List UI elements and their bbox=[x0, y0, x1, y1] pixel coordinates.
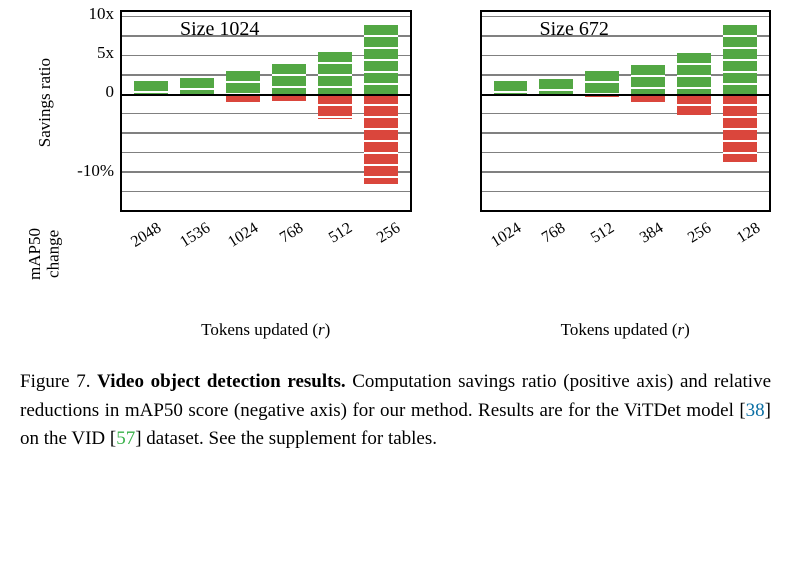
xtick-label: 768 bbox=[277, 219, 307, 247]
panels-area: 10x5x0-10%Size 1024204815361024768512256… bbox=[70, 10, 771, 316]
bars-container bbox=[482, 12, 770, 210]
savings-bar bbox=[723, 25, 757, 93]
y-axis-label-top-wrap: Savings ratio bbox=[20, 10, 70, 195]
bar-slot bbox=[536, 12, 576, 210]
x-axis-label: Tokens updated (r) bbox=[70, 320, 412, 340]
y-axis-label-map50: mAP50 change bbox=[26, 228, 63, 280]
x-axis-label-prefix: Tokens updated ( bbox=[201, 320, 318, 339]
savings-bar bbox=[585, 71, 619, 94]
bar-slot bbox=[491, 12, 531, 210]
bar-slot bbox=[582, 12, 622, 210]
plot-wrap: 10x5x0-10%Size 1024 bbox=[70, 10, 412, 210]
x-axis-labels-row: Tokens updated (r)Tokens updated (r) bbox=[70, 320, 771, 340]
caption-body-3: ] dataset. See the supplement for tables… bbox=[135, 428, 437, 449]
savings-bar bbox=[134, 81, 168, 93]
chart-panel: Size 672 1024 768 512 384 256 128 bbox=[430, 10, 772, 316]
xtick-label: 1024 bbox=[488, 219, 525, 251]
figure-caption: Figure 7. Video object detection results… bbox=[20, 368, 771, 454]
bar-slot bbox=[177, 12, 217, 210]
ytick-label: -10% bbox=[77, 161, 114, 181]
bar-slot bbox=[628, 12, 668, 210]
xtick-label: 2048 bbox=[128, 219, 165, 251]
savings-bar bbox=[494, 81, 528, 93]
bar-slot bbox=[674, 12, 714, 210]
y-axis-labels-column: Savings ratio mAP50 change bbox=[20, 10, 70, 340]
savings-bar bbox=[677, 53, 711, 93]
citation-link-57[interactable]: 57 bbox=[116, 428, 135, 449]
map-change-bar bbox=[318, 94, 352, 120]
ytick-label: 5x bbox=[97, 43, 114, 63]
xtick-label: 256 bbox=[374, 219, 404, 247]
y-axis-label-bottom-wrap: mAP50 change bbox=[20, 195, 70, 314]
bar-slot bbox=[361, 12, 401, 210]
bar-slot bbox=[720, 12, 760, 210]
caption-title: Video object detection results. bbox=[97, 371, 345, 392]
x-axis-label-suffix: ) bbox=[325, 320, 331, 339]
xtick-label: 256 bbox=[685, 219, 715, 247]
savings-bar bbox=[364, 25, 398, 93]
plot-wrap: Size 672 bbox=[430, 10, 772, 210]
y-axis-label-savings: Savings ratio bbox=[36, 58, 55, 147]
savings-bar bbox=[318, 52, 352, 93]
figure-container: Savings ratio mAP50 change 10x5x0-10%Siz… bbox=[20, 10, 771, 454]
bar-slot bbox=[131, 12, 171, 210]
ytick-column: 10x5x0-10% bbox=[70, 10, 120, 210]
xtick-label: 128 bbox=[734, 219, 764, 247]
xtick-label: 1536 bbox=[177, 219, 214, 251]
ytick-label: 10x bbox=[89, 4, 115, 24]
plot-area: Size 1024 bbox=[120, 10, 412, 210]
x-axis-label-suffix: ) bbox=[684, 320, 690, 339]
savings-bar bbox=[272, 64, 306, 94]
savings-bar bbox=[226, 71, 260, 94]
citation-link-38[interactable]: 38 bbox=[746, 400, 765, 421]
savings-bar bbox=[631, 65, 665, 94]
savings-bar bbox=[539, 79, 573, 94]
bar-slot bbox=[315, 12, 355, 210]
panels-column: 10x5x0-10%Size 1024204815361024768512256… bbox=[70, 10, 771, 340]
caption-figure-number: Figure 7. bbox=[20, 371, 91, 392]
chart-panel: 10x5x0-10%Size 1024204815361024768512256 bbox=[70, 10, 412, 316]
x-axis-label-prefix: Tokens updated ( bbox=[561, 320, 678, 339]
panel-subtitle: Size 672 bbox=[540, 18, 609, 41]
charts-row: Savings ratio mAP50 change 10x5x0-10%Siz… bbox=[20, 10, 771, 340]
xtick-label: 512 bbox=[588, 219, 618, 247]
map-change-bar bbox=[364, 94, 398, 185]
bar-slot bbox=[223, 12, 263, 210]
xtick-label: 512 bbox=[325, 219, 355, 247]
x-axis-label-var: r bbox=[318, 320, 325, 339]
map-change-bar bbox=[677, 94, 711, 116]
bar-slot bbox=[269, 12, 309, 210]
ytick-label: 0 bbox=[106, 82, 115, 102]
plot-area: Size 672 bbox=[480, 10, 772, 210]
xtick-row: 1024 768 512 384 256 128 bbox=[430, 210, 772, 270]
x-axis-label: Tokens updated (r) bbox=[430, 320, 772, 340]
ytick-column bbox=[430, 10, 480, 210]
xtick-label: 384 bbox=[636, 219, 666, 247]
xtick-label: 1024 bbox=[226, 219, 263, 251]
xtick-row: 2048 1536 1024 768 512 256 bbox=[70, 210, 412, 270]
panel-subtitle: Size 1024 bbox=[180, 18, 259, 41]
xtick-label: 768 bbox=[539, 219, 569, 247]
map-change-bar bbox=[723, 94, 757, 162]
savings-bar bbox=[180, 78, 214, 93]
bars-container bbox=[122, 12, 410, 210]
